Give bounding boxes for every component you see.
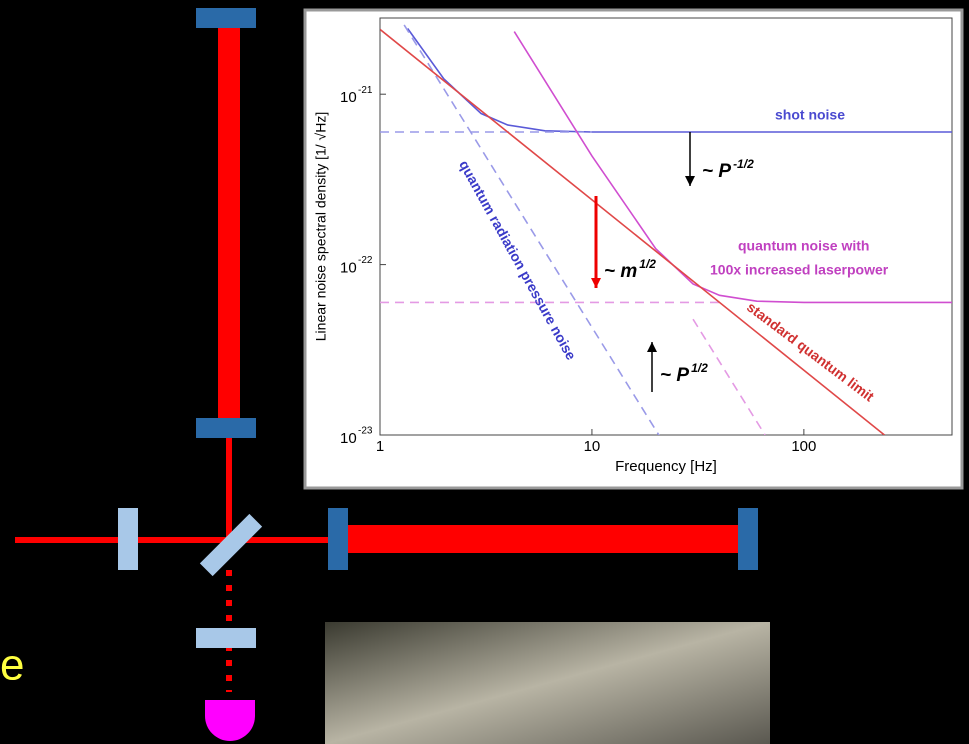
annotation: ~ P [660,365,689,386]
annotation-sup: 1/2 [691,361,708,375]
x-tick-label: 1 [376,438,384,455]
x-tick-label: 10 [584,438,601,455]
y-tick-exponent: -22 [358,255,373,266]
annotation: shot noise [775,107,845,123]
photo [325,622,770,744]
annotation: quantum noise with [738,238,869,254]
mirror [118,508,138,570]
mirror [196,628,256,648]
slide-text: e [0,641,24,690]
x-tick-label: 100 [791,438,816,455]
mirror [196,418,256,438]
annotation: 100x increased laserpower [710,262,889,278]
beam [15,537,335,543]
x-axis-label: Frequency [Hz] [615,458,717,475]
mirror [328,508,348,570]
annotation-sup: 1/2 [639,257,656,271]
y-tick-exponent: -21 [358,85,373,96]
annotation: ~ m [604,261,637,282]
y-tick-label: 10 [340,89,357,106]
beam [226,436,232,540]
beam [345,525,743,553]
annotation: ~ P [702,161,731,182]
detector [205,700,255,741]
mirror [196,8,256,28]
slide: e 11010010-2310-2210-21Frequency [Hz]Lin… [0,0,969,744]
y-tick-label: 10 [340,430,357,447]
mirror [738,508,758,570]
y-tick-label: 10 [340,260,357,277]
beam [218,18,240,422]
annotation-sup: -1/2 [733,157,754,171]
y-tick-exponent: -23 [358,426,373,437]
y-axis-label: Linear noise spectral density [1/ √Hz] [313,112,329,341]
